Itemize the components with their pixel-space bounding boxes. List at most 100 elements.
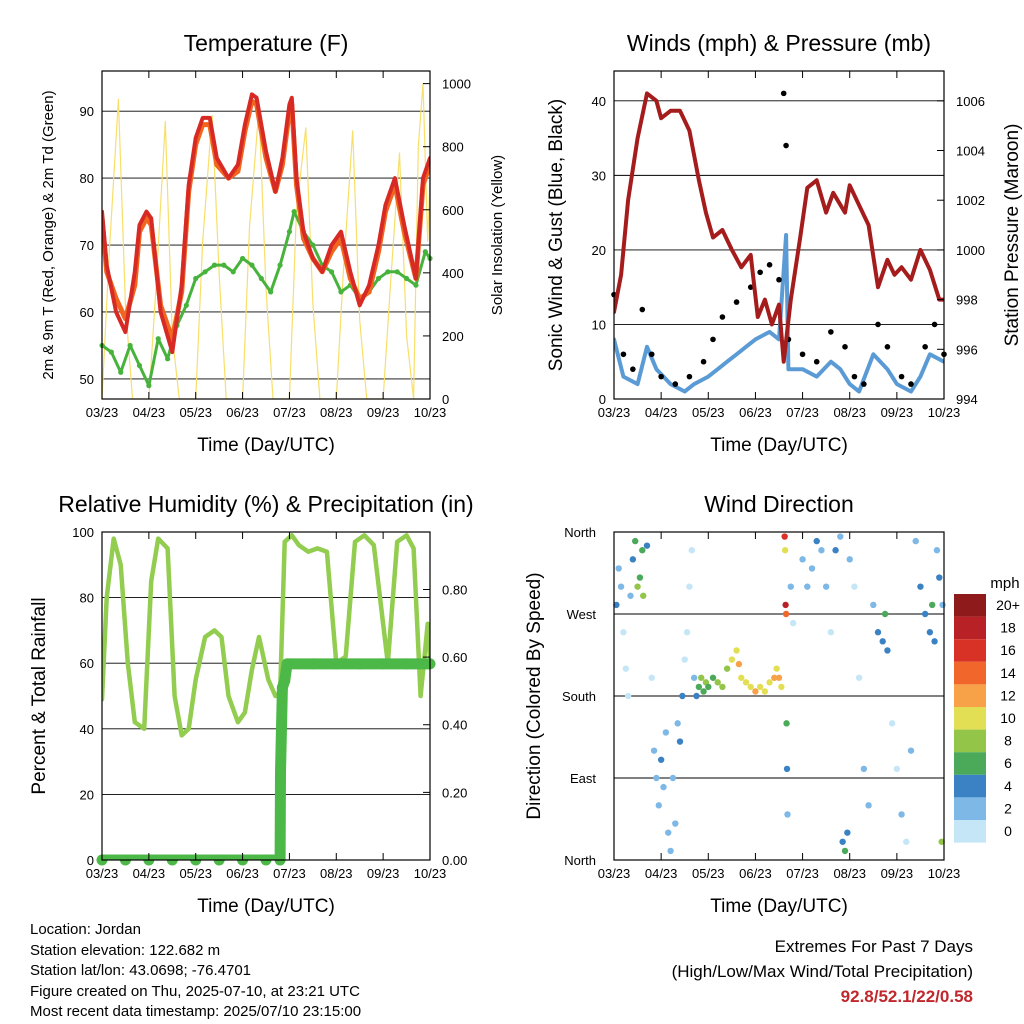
dewpoint-point <box>127 342 133 349</box>
direction-point <box>936 574 943 581</box>
gust-point <box>776 276 782 283</box>
y2-tick-label: 1000 <box>442 77 471 92</box>
y2-tick-label: 994 <box>956 392 978 407</box>
x-tick-label: 09/23 <box>367 405 400 420</box>
y2-tick-label: 600 <box>442 203 464 218</box>
y-tick-label: 60 <box>80 305 94 320</box>
x-tick-label: 07/23 <box>273 866 306 881</box>
y-axis-label: Sonic Wind & Gust (Blue, Black) <box>546 99 567 371</box>
x-tick-label: 07/23 <box>786 866 819 881</box>
gust-point <box>620 351 627 358</box>
dewpoint-point <box>310 242 316 248</box>
gust-point <box>639 306 646 313</box>
y-axis-label: Percent & Total Rainfall <box>29 597 50 794</box>
precip-point <box>275 766 287 778</box>
dewpoint-point <box>221 262 227 268</box>
direction-point <box>674 720 681 727</box>
dewpoint-point <box>286 229 293 235</box>
precip-point <box>279 675 291 687</box>
y2-tick-label: 1006 <box>956 94 985 109</box>
direction-point <box>617 583 625 590</box>
x-tick-label: 05/23 <box>692 866 725 881</box>
direction-point <box>926 629 934 636</box>
direction-point <box>771 674 778 681</box>
direction-point <box>665 829 672 836</box>
direction-point <box>884 647 891 654</box>
direction-point <box>881 610 889 618</box>
direction-point <box>921 610 929 618</box>
y2-tick-label: 1002 <box>956 193 985 208</box>
direction-point <box>660 783 667 791</box>
direction-point <box>632 537 639 545</box>
gust-point <box>861 381 867 387</box>
y2-tick-label: 200 <box>442 329 464 344</box>
x-tick-label: 08/23 <box>320 866 353 881</box>
dewpoint-point <box>268 289 274 295</box>
dewpoint-point <box>329 269 335 275</box>
x-tick-label: 09/23 <box>367 866 400 881</box>
precip-point <box>283 658 295 670</box>
direction-point <box>781 547 789 554</box>
most-recent-timestamp: Most recent data timestamp: 2025/07/10 2… <box>30 1003 362 1020</box>
colorbar-label: 2 <box>1004 800 1012 816</box>
x-tick-label: 05/23 <box>692 405 725 420</box>
direction-point <box>627 592 634 599</box>
x-tick-label: 08/23 <box>320 405 353 420</box>
wind-direction-panel: North East South West North Wind Direction 03/… <box>524 491 1020 917</box>
x-tick-label: 10/23 <box>414 405 447 420</box>
direction-point <box>709 674 717 681</box>
extremes-subtitle: (High/Low/Max Wind/Total Precipitation) <box>671 962 973 981</box>
dewpoint-point <box>375 275 382 282</box>
direction-point <box>657 756 665 763</box>
x-tick-label: 10/23 <box>928 405 961 420</box>
precip-point <box>354 658 366 670</box>
direction-point <box>733 647 740 654</box>
direction-point <box>695 683 703 691</box>
direction-point <box>778 683 785 691</box>
x-tick-label: 08/23 <box>833 866 866 881</box>
direction-point <box>698 674 705 681</box>
y2-tick-label: 998 <box>956 293 978 308</box>
colorbar-swatch <box>954 752 986 775</box>
plot-frame <box>101 531 431 861</box>
direction-point <box>912 537 919 545</box>
direction-label: North <box>564 853 596 868</box>
colorbar-label: 14 <box>1000 665 1016 681</box>
gust-point <box>757 269 763 276</box>
direction-point <box>662 729 670 736</box>
plot-frame <box>101 70 431 400</box>
y-tick-label: 20 <box>80 787 94 802</box>
pressure-line <box>614 91 944 364</box>
chart-title: Temperature (F) <box>184 30 349 56</box>
direction-point <box>837 533 844 540</box>
direction-point <box>898 811 905 818</box>
y-tick-label: 80 <box>80 171 94 186</box>
extremes-values: 92.8/52.1/22/0.58 <box>840 987 973 1006</box>
direction-point <box>667 847 674 855</box>
direction-point <box>655 802 662 809</box>
figure-created: Figure created on Thu, 2025-07-10, at 23… <box>30 982 360 1000</box>
x-tick-label: 07/23 <box>273 405 306 420</box>
y2-tick-label: 996 <box>956 342 978 357</box>
direction-point <box>938 838 945 845</box>
direction-point <box>933 547 941 554</box>
dewpoint-point <box>239 255 246 262</box>
y-tick-label: 100 <box>72 525 94 540</box>
colorbar-swatch <box>954 707 986 730</box>
y2-axis-label: Station Pressure (Maroon) <box>1002 124 1023 347</box>
temp-2m-line <box>102 92 430 355</box>
direction-point <box>669 774 677 782</box>
direction-point <box>640 592 647 599</box>
direction-label: West <box>567 607 597 622</box>
dewpoint-point <box>249 262 255 268</box>
gust-point <box>710 336 716 343</box>
direction-point <box>653 774 660 782</box>
colorbar-label: 10 <box>1000 710 1016 726</box>
direction-point <box>643 542 651 549</box>
colorbar-swatch <box>954 820 986 843</box>
dewpoint-point <box>385 269 391 275</box>
dewpoint-point <box>136 362 143 369</box>
station-info: Location: Jordan Station elevation: 122.… <box>30 920 361 1023</box>
extremes-title: Extremes For Past 7 Days <box>774 937 973 956</box>
direction-point <box>855 674 863 681</box>
